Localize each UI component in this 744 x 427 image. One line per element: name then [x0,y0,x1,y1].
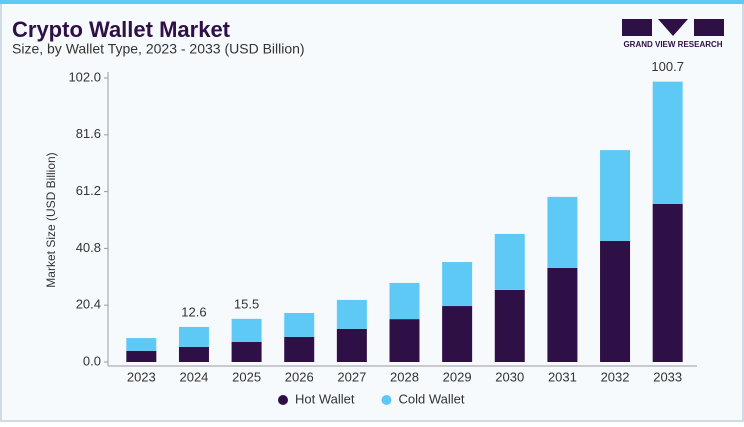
x-tick-label: 2033 [653,369,682,384]
y-tick-label: 40.8 [76,240,101,255]
bar-segment [284,312,315,337]
bar-segment [336,328,367,362]
y-tick-label: 61.2 [76,183,101,198]
bar-segment [652,81,683,204]
bar-segment [284,336,315,362]
bar-segment [389,282,420,320]
bar-segment [547,267,578,362]
logo-text: GRAND VIEW RESEARCH [623,40,722,49]
total-label: 100.7 [651,59,684,74]
bar-segment [336,299,367,329]
bar-segment [442,262,473,307]
logo-block [658,19,688,36]
y-tick-label: 0.0 [83,353,101,368]
x-tick-label: 2024 [179,369,208,384]
x-tick-label: 2025 [232,369,261,384]
bar-segment [600,150,631,241]
bar-segment [389,319,420,362]
y-tick-label: 81.6 [76,126,101,141]
legend-marker [278,395,288,405]
x-tick-label: 2031 [548,369,577,384]
total-label: 12.6 [181,304,206,319]
chart-subtitle: Size, by Wallet Type, 2023 - 2033 (USD B… [12,41,305,57]
bar-segment [231,341,262,362]
bar-segment [442,306,473,362]
y-tick-label: 102.0 [68,69,101,84]
logo-block [694,19,724,36]
bar-segment [126,350,157,362]
logo-block [622,19,652,36]
bar-segment [178,326,209,347]
bar-segment [600,240,631,362]
bar-segment [494,233,525,290]
bar-segment [652,203,683,362]
x-tick-label: 2030 [495,369,524,384]
x-tick-label: 2023 [127,369,156,384]
x-tick-label: 2027 [337,369,366,384]
x-tick-label: 2026 [285,369,314,384]
top-stripe [0,0,744,4]
legend-label: Hot Wallet [295,391,355,406]
bar-segment [231,318,262,342]
x-tick-label: 2028 [390,369,419,384]
y-axis-label: Market Size (USD Billion) [44,152,58,287]
bar-segment [126,338,157,351]
legend-marker [381,395,392,405]
chart-title: Crypto Wallet Market [12,17,231,42]
x-tick-label: 2029 [443,369,472,384]
y-tick-label: 20.4 [76,297,101,312]
bar-segment [494,289,525,362]
logo: GRAND VIEW RESEARCH [622,19,724,49]
bar-segment [178,346,209,362]
x-tick-label: 2032 [601,369,630,384]
total-label: 15.5 [234,296,259,311]
bar-segment [547,196,578,268]
legend-label: Cold Wallet [398,391,464,406]
